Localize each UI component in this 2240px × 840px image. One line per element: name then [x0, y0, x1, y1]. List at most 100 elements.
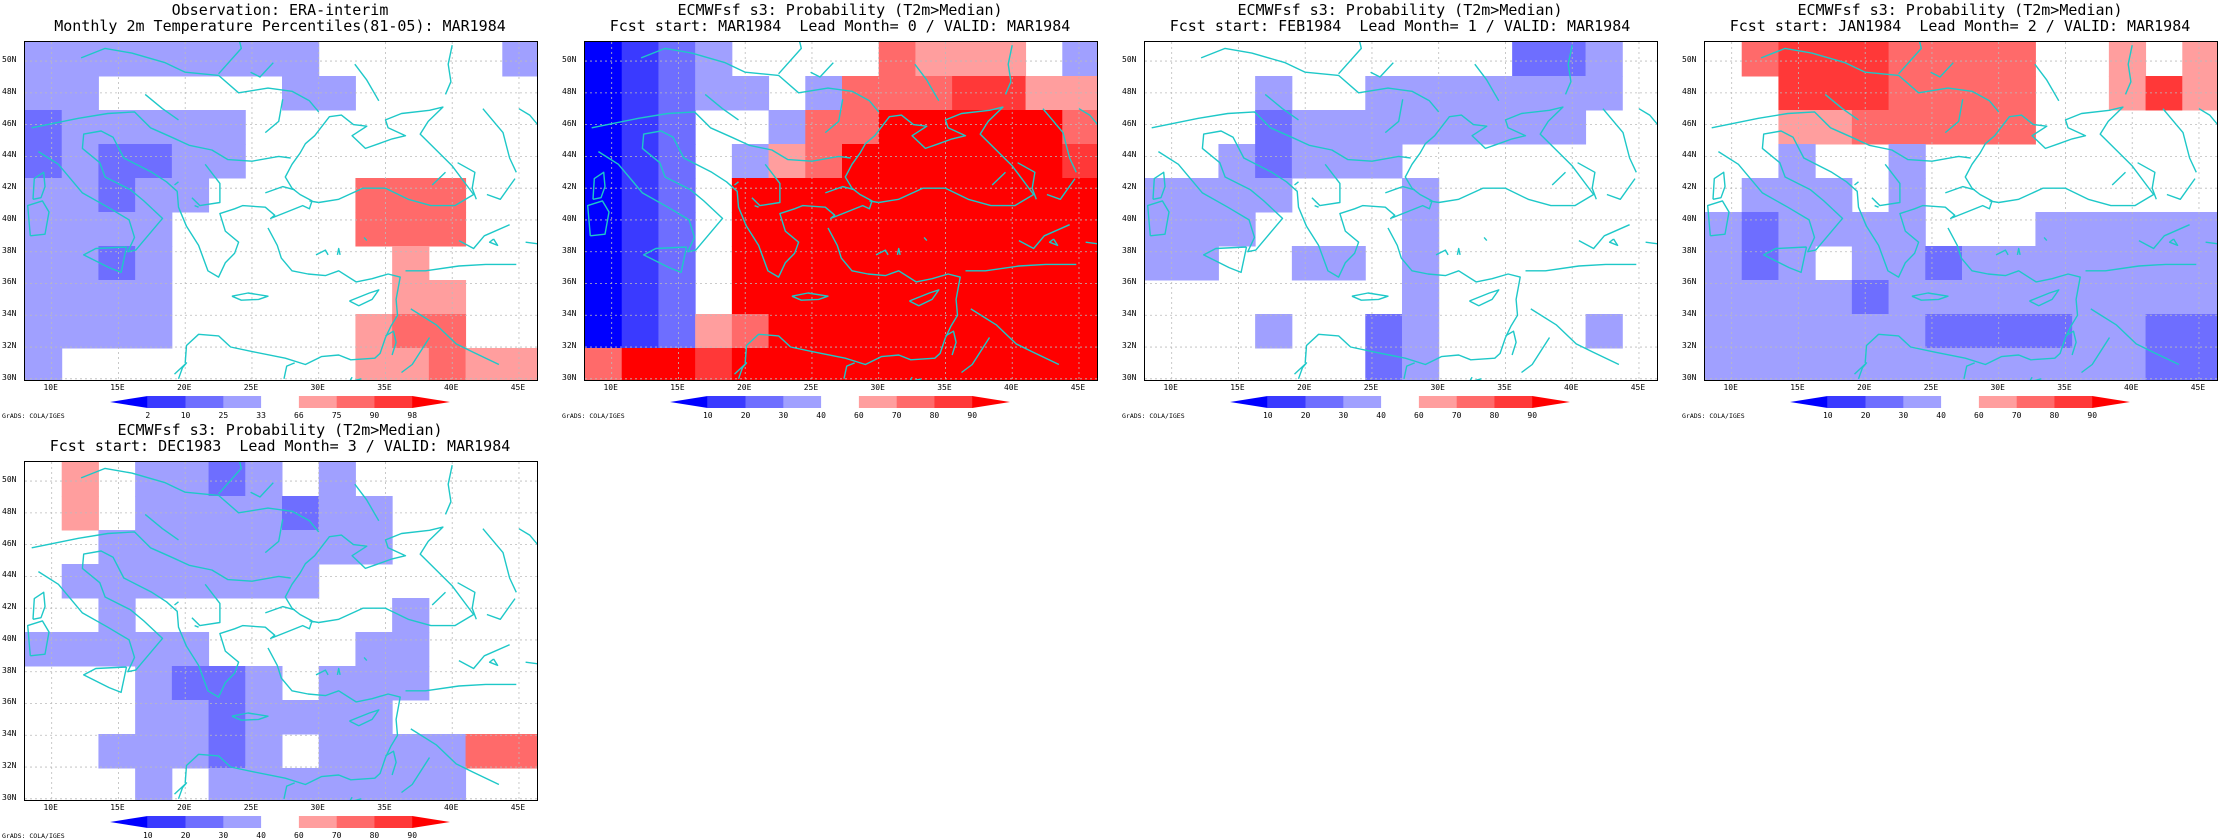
coastline: [2029, 376, 2042, 380]
probability-cell: [208, 462, 246, 497]
probability-cell: [208, 42, 246, 77]
colorbar: [670, 396, 1010, 408]
probability-cell: [355, 348, 393, 380]
probability-cell: [915, 348, 953, 380]
coastline: [1474, 63, 1500, 102]
probability-cell: [135, 314, 173, 349]
probability-cell: [1778, 110, 1816, 145]
colorbar-segment: [1456, 396, 1495, 408]
map-plot: [1144, 41, 1658, 381]
probability-cell: [98, 42, 136, 77]
coastline: [1456, 247, 1461, 256]
probability-cell: [1025, 212, 1063, 247]
lon-tick-label: 40E: [1003, 383, 1019, 392]
colorbar-label: 80: [929, 411, 940, 420]
probability-cell: [1025, 110, 1063, 145]
colorbar-label: 25: [218, 411, 229, 420]
probability-cell: [392, 598, 430, 633]
coastline: [909, 289, 940, 307]
coastline: [486, 598, 516, 621]
coastline: [1435, 249, 1449, 256]
coastline: [1602, 108, 1637, 173]
coastline: [518, 108, 537, 125]
coastline: [264, 519, 284, 554]
probability-cell: [1778, 348, 1816, 380]
probability-cell: [2108, 42, 2147, 77]
probability-cell: [208, 110, 246, 145]
map-panel-lead1: ECMWFsf s3: Probability (T2m>Median) Fcs…: [1120, 0, 1680, 420]
coastline: [810, 62, 834, 78]
coastline: [734, 362, 748, 380]
coastline: [184, 647, 401, 786]
probability-cell: [915, 212, 953, 247]
coastline: [194, 624, 199, 628]
probability-cell: [878, 178, 916, 213]
probability-cell: [355, 768, 393, 800]
coastline: [1824, 93, 1859, 121]
lon-tick-label: 15E: [110, 803, 125, 812]
lon-tick-label: 10E: [43, 803, 58, 812]
colorbar-label: 40: [1936, 411, 1946, 420]
colorbar-label: 10: [1262, 411, 1273, 420]
probability-cell: [1705, 314, 1743, 349]
lat-tick-label: 50N: [1122, 55, 1137, 65]
probability-cell: [731, 348, 770, 380]
probability-cell: [2072, 314, 2110, 349]
coastline: [1645, 241, 1657, 245]
probability-cell: [1218, 212, 1256, 247]
coastline: [1521, 337, 1551, 374]
probability-cell: [952, 246, 990, 281]
lon-tick-label: 40E: [2123, 383, 2139, 392]
probability-cell: [988, 76, 1027, 111]
probability-cell: [98, 110, 136, 145]
coastline: [349, 376, 362, 380]
probability-cell: [61, 496, 99, 531]
lat-tick-label: 50N: [562, 55, 577, 65]
colorbar-segment: [821, 396, 860, 408]
lon-tick-label: 15E: [110, 383, 125, 392]
coastline: [1854, 181, 1859, 186]
coastline: [1147, 200, 1170, 237]
probability-cell: [2145, 76, 2183, 111]
probability-cell: [878, 246, 916, 281]
probability-cell: [1255, 110, 1293, 145]
probability-cell: [731, 246, 770, 281]
colorbar-label: 10: [142, 831, 153, 840]
probability-cell: [171, 496, 210, 531]
probability-cell: [585, 76, 623, 111]
probability-cell: [1778, 280, 1816, 315]
panel-title: ECMWFsf s3: Probability (T2m>Median): [677, 1, 1003, 19]
coastline: [1046, 178, 1076, 201]
probability-cell: [98, 280, 136, 315]
coastline: [1577, 162, 1597, 200]
coastline: [80, 47, 320, 113]
probability-cell: [1851, 42, 1890, 77]
probability-cell: [1815, 110, 1853, 145]
lat-tick-label: 40N: [2, 213, 17, 223]
coastline: [401, 337, 431, 374]
probability-cell: [1888, 314, 1926, 349]
colorbar-label: 98: [407, 411, 418, 420]
probability-cell: [1925, 110, 1963, 145]
coastline: [231, 292, 269, 301]
lon-tick-label: 20E: [176, 803, 192, 812]
coastline: [1505, 330, 1517, 356]
probability-cell: [1062, 42, 1097, 77]
probability-cell: [1888, 348, 1926, 380]
colorbar-label: 80: [1489, 411, 1500, 420]
probability-cell: [25, 348, 63, 380]
lon-tick-label: 25E: [803, 383, 819, 392]
probability-cell: [621, 76, 659, 111]
colorbar-label: 66: [294, 411, 304, 420]
map-svg: [1705, 42, 2217, 380]
colorbar-label: 30: [1338, 411, 1349, 420]
colorbar-segment: [1532, 396, 1570, 408]
coastline: [1944, 99, 1964, 134]
probability-cell: [171, 632, 210, 667]
colorbar-label: 40: [816, 411, 826, 420]
probability-cell: [585, 314, 623, 349]
lat-tick-label: 46N: [1122, 118, 1137, 128]
coastline: [704, 93, 739, 121]
lon-tick-label: 20E: [1296, 383, 1312, 392]
lon-tick-label: 20E: [176, 383, 192, 392]
